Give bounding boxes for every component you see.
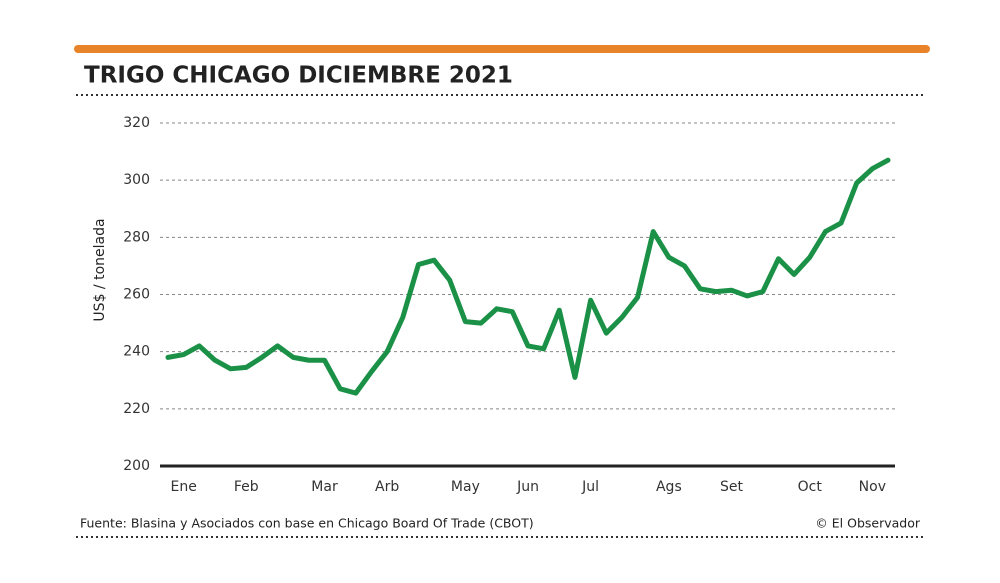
- x-tick-label: Nov: [859, 479, 886, 495]
- y-tick-label: 260: [123, 287, 150, 303]
- top-bar: [74, 45, 930, 53]
- source: Fuente: Blasina y Asociados con base en …: [80, 516, 534, 531]
- y-tick-label: 320: [123, 115, 150, 131]
- x-tick-label: Feb: [234, 479, 259, 495]
- x-tick-label: Jul: [581, 479, 599, 495]
- x-tick-label: Arb: [375, 479, 399, 495]
- x-tick-label: May: [451, 479, 480, 495]
- x-tick-label: Ags: [656, 479, 682, 495]
- y-tick-label: 200: [123, 458, 150, 474]
- credit: © El Observador: [815, 516, 921, 531]
- x-tick-label: Oct: [798, 479, 823, 495]
- y-tick-label: 220: [123, 401, 150, 417]
- x-tick-label: Jun: [516, 479, 539, 495]
- y-axis-label: US$ / tonelada: [92, 218, 108, 321]
- y-tick-label: 280: [123, 229, 150, 245]
- data-line: [165, 157, 891, 396]
- x-tick-label: Set: [720, 479, 744, 495]
- x-tick-label: Ene: [170, 479, 196, 495]
- y-tick-label: 240: [123, 344, 150, 360]
- chart-title: TRIGO CHICAGO DICIEMBRE 2021: [84, 63, 513, 89]
- x-tick-label: Mar: [311, 479, 338, 495]
- y-tick-label: 300: [123, 172, 150, 188]
